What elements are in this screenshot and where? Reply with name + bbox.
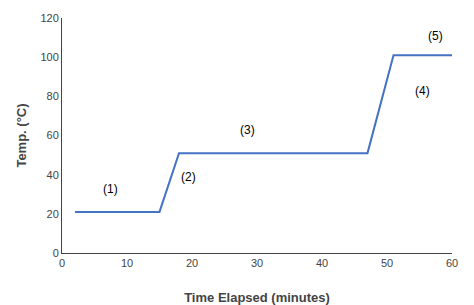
- svg-text:(5): (5): [428, 29, 443, 43]
- svg-text:80: 80: [47, 90, 59, 102]
- svg-text:(2): (2): [181, 170, 196, 184]
- svg-text:(3): (3): [240, 123, 255, 137]
- svg-text:(1): (1): [103, 182, 118, 196]
- svg-text:Temp. (°C): Temp. (°C): [14, 103, 29, 167]
- svg-text:0: 0: [59, 257, 65, 269]
- svg-text:20: 20: [186, 257, 198, 269]
- svg-text:40: 40: [47, 169, 59, 181]
- svg-text:100: 100: [40, 51, 58, 63]
- svg-text:Time Elapsed (minutes): Time Elapsed (minutes): [184, 290, 330, 305]
- svg-text:10: 10: [121, 257, 133, 269]
- svg-text:40: 40: [316, 257, 328, 269]
- svg-text:20: 20: [47, 208, 59, 220]
- svg-text:50: 50: [381, 257, 393, 269]
- svg-text:(4): (4): [415, 84, 430, 98]
- svg-text:60: 60: [47, 129, 59, 141]
- svg-text:120: 120: [40, 12, 58, 24]
- svg-text:0: 0: [53, 247, 59, 259]
- svg-text:60: 60: [446, 257, 458, 269]
- svg-text:30: 30: [251, 257, 263, 269]
